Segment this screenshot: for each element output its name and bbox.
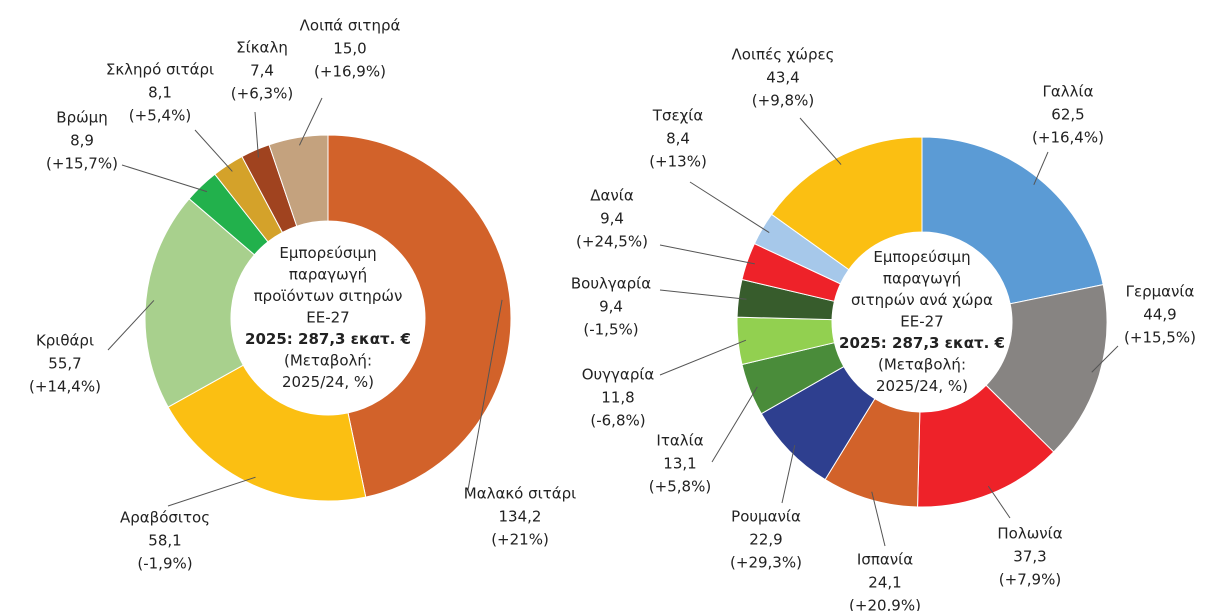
- change-label: (+16,4%): [1032, 129, 1104, 147]
- slice-label: Κριθάρι: [36, 332, 94, 350]
- center-text: ΕΕ-27: [900, 313, 943, 331]
- change-label: (-1,9%): [137, 555, 192, 573]
- donut-slice: [770, 136, 923, 271]
- leader-line: [659, 339, 747, 376]
- value-label: 134,2: [499, 508, 542, 526]
- donut-slice: [144, 198, 256, 408]
- value-label: 44,9: [1143, 306, 1176, 324]
- slice-label: Λοιπά σιτηρά: [300, 17, 401, 35]
- leader-line: [121, 164, 208, 193]
- leader-line: [298, 97, 323, 146]
- change-label: (-6,8%): [590, 412, 645, 430]
- change-label: (+16,9%): [314, 63, 386, 81]
- slice-label: Δανία: [590, 187, 634, 205]
- donut-slice: [327, 134, 512, 498]
- change-label: (+13%): [649, 153, 707, 171]
- leader-line: [1033, 151, 1049, 185]
- value-label: 58,1: [148, 532, 181, 550]
- leader-line: [1091, 345, 1119, 373]
- value-label: 24,1: [868, 574, 901, 592]
- leader-line: [254, 111, 259, 158]
- slice-label: Μαλακό σιτάρι: [464, 485, 576, 503]
- slice-label: Αραβόσιτος: [120, 509, 210, 527]
- change-label: (+9,8%): [752, 92, 814, 110]
- center-text: σιτηρών ανά χώρα: [851, 291, 993, 309]
- value-label: 43,4: [766, 69, 799, 87]
- donut-slice: [167, 364, 367, 502]
- center-text: 2025/24, %): [876, 377, 968, 395]
- change-label: (+21%): [491, 531, 549, 549]
- center-text: Εμπορεύσιμη: [873, 248, 970, 266]
- center-text: 2025: 287,3 εκατ. €: [839, 334, 1005, 352]
- change-label: (+15,5%): [1124, 329, 1196, 347]
- slice-label: Πολωνία: [997, 525, 1062, 543]
- donut-slice: [268, 134, 329, 227]
- value-label: 9,4: [599, 298, 623, 316]
- value-label: 11,8: [601, 389, 634, 407]
- center-text: ΕΕ-27: [306, 309, 349, 327]
- change-label: (+5,4%): [129, 107, 191, 125]
- leader-line: [467, 299, 503, 491]
- change-label: (+6,3%): [231, 85, 293, 103]
- slice-label: Ουγγαρία: [582, 366, 655, 384]
- center-text: (Μεταβολή:: [284, 352, 372, 370]
- leader-line: [799, 117, 842, 165]
- value-label: 55,7: [48, 355, 81, 373]
- value-label: 8,1: [148, 84, 172, 102]
- change-label: (+15,7%): [46, 155, 118, 173]
- slice-label: Γαλλία: [1043, 83, 1094, 101]
- slice-label: Σίκαλη: [236, 39, 288, 57]
- value-label: 15,0: [333, 40, 366, 58]
- slice-label: Ιταλία: [656, 432, 703, 450]
- value-label: 7,4: [250, 62, 274, 80]
- leader-line: [659, 289, 747, 300]
- leader-line: [659, 244, 755, 265]
- change-label: (+14,4%): [29, 378, 101, 396]
- slice-label: Βρώμη: [56, 109, 107, 127]
- value-label: 8,4: [666, 130, 690, 148]
- slice-label: Βουλγαρία: [571, 275, 651, 293]
- value-label: 13,1: [663, 455, 696, 473]
- change-label: (+20,9%): [849, 597, 921, 611]
- leader-line: [781, 444, 796, 504]
- slice-label: Τσεχία: [652, 107, 704, 125]
- center-text: παραγωγή: [883, 270, 961, 288]
- center-text: παραγωγή: [289, 266, 367, 284]
- value-label: 62,5: [1051, 106, 1084, 124]
- leader-line: [167, 476, 256, 507]
- leader-line: [194, 129, 233, 172]
- value-label: 22,9: [749, 531, 782, 549]
- change-label: (+7,9%): [999, 571, 1061, 589]
- center-text: (Μεταβολή:: [878, 356, 966, 374]
- change-label: (+24,5%): [576, 233, 648, 251]
- value-label: 8,9: [70, 132, 94, 150]
- center-text: 2025/24, %): [282, 373, 374, 391]
- center-text: Εμπορεύσιμη: [279, 244, 376, 262]
- slice-label: Λοιπές χώρες: [732, 46, 835, 64]
- leader-line: [689, 181, 770, 234]
- leader-line: [871, 491, 886, 547]
- slice-label: Ισπανία: [857, 551, 913, 569]
- center-text: 2025: 287,3 εκατ. €: [245, 330, 411, 348]
- leader-line: [107, 300, 155, 351]
- value-label: 37,3: [1013, 548, 1046, 566]
- slice-label: Ρουμανία: [731, 508, 801, 526]
- donut-slice: [921, 136, 1104, 305]
- leader-line: [987, 485, 1011, 519]
- slice-label: Σκληρό σιτάρι: [106, 61, 214, 79]
- slice-label: Γερμανία: [1126, 283, 1195, 301]
- leader-line: [711, 386, 758, 463]
- change-label: (-1,5%): [583, 321, 638, 339]
- change-label: (+5,8%): [649, 478, 711, 496]
- center-text: προϊόντων σιτηρών: [254, 287, 403, 305]
- change-label: (+29,3%): [730, 554, 802, 572]
- value-label: 9,4: [600, 210, 624, 228]
- donut-slice: [985, 284, 1108, 453]
